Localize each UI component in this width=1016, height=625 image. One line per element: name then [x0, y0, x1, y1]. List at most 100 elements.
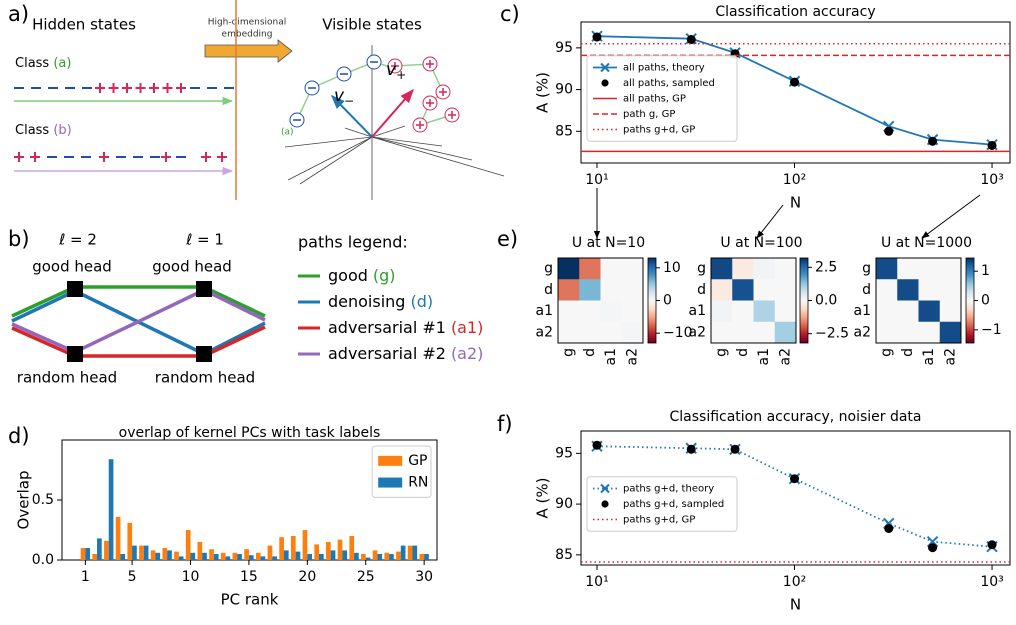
x-tick-label: 10³: [980, 172, 1003, 188]
heatmap-cell: [774, 258, 797, 280]
col-label: a2: [777, 348, 793, 366]
bar: [178, 556, 184, 560]
colorbar-tick-label: −1: [981, 322, 1002, 338]
colorbar-tick-label: 0.0: [815, 293, 837, 309]
bar: [132, 545, 137, 560]
x-tick-label: 10¹: [585, 574, 608, 590]
heatmap-cell: [579, 300, 601, 323]
bar: [337, 539, 343, 560]
arrow-label: embedding: [222, 30, 273, 40]
heatmap-cell: [897, 300, 919, 323]
x-axis-label: N: [790, 596, 801, 614]
diagram-a: a) Hidden states Visible states High-dim…: [8, 0, 505, 200]
heatmap-cell: [621, 321, 644, 344]
heatmap-cell: [753, 258, 776, 280]
plus: [426, 99, 434, 107]
bar: [225, 556, 231, 560]
x-tick-label: 10²: [783, 172, 806, 188]
col-label: g: [714, 348, 730, 357]
chart-title: U at N=100: [720, 235, 802, 251]
heatmap-cell: [753, 300, 776, 323]
marker: [987, 540, 997, 550]
x-tick-label: 10²: [783, 574, 806, 590]
plus: [448, 111, 456, 119]
legend-entry: denoising (d): [328, 292, 433, 311]
marker: [790, 77, 800, 87]
plus: [439, 88, 447, 96]
charts: 10¹ 10² 10³ 85 90 95 Classification accuracy N A…: [8, 2, 1011, 614]
legend-label: paths g+d, theory: [623, 484, 714, 495]
bar: [97, 538, 102, 560]
path-line: [11, 285, 266, 318]
y-tick-label: 85: [555, 123, 573, 139]
panel-label: d): [8, 424, 30, 448]
heatmap-cell: [918, 321, 941, 344]
marker: [686, 444, 696, 454]
heatmap-cell: [621, 279, 644, 301]
row-label: d: [697, 282, 706, 298]
chart-title: U at N=1000: [881, 235, 972, 251]
row-label: a1: [689, 303, 707, 319]
row-label: a1: [854, 303, 872, 319]
legend-label: paths g+d, GP: [623, 515, 695, 526]
colorbar-tick-label: 1: [981, 263, 990, 279]
plus: [201, 152, 211, 162]
plus: [135, 83, 146, 93]
colorbar-tick-label: −2.5: [815, 326, 849, 342]
bar: [197, 542, 203, 560]
basis-vector: [284, 136, 373, 148]
bar: [365, 557, 371, 560]
bar: [115, 516, 121, 560]
colorbar: [647, 257, 657, 344]
subscript: +: [396, 68, 406, 82]
legend-label: RN: [408, 475, 428, 491]
class-tag: (a): [53, 56, 71, 71]
bar: [260, 556, 266, 560]
basis-vector: [299, 136, 373, 185]
heatmap-cell: [939, 279, 962, 301]
heading: Hidden states: [32, 16, 136, 34]
plot-frame: [580, 430, 1011, 566]
symbol: v: [334, 86, 345, 106]
heatmap-cell: [558, 258, 580, 280]
heatmap-cell: [897, 279, 919, 301]
legend-label: GP: [408, 453, 427, 469]
node: [196, 346, 212, 362]
bar: [162, 548, 168, 560]
row-label: a2: [854, 324, 872, 340]
bar: [424, 554, 429, 560]
heatmap-cell: [897, 258, 919, 280]
col-label: a2: [624, 348, 640, 366]
bar: [85, 548, 91, 560]
y-tick-label: 95: [555, 40, 573, 56]
legend-label: all paths, GP: [623, 94, 686, 105]
bar: [396, 551, 401, 560]
heatmap-cell: [939, 300, 962, 323]
heatmap-cell: [558, 300, 580, 323]
heatmap-cell: [711, 279, 733, 301]
path-line: [11, 325, 266, 358]
heatmap-frame: [710, 257, 797, 344]
heatmap-cell: [774, 321, 797, 344]
bar: [400, 545, 406, 560]
node-label: good head: [152, 258, 232, 276]
legend-entry: adversarial #1 (a1): [328, 318, 483, 337]
class-tag: (b): [53, 123, 71, 138]
bar: [108, 459, 114, 560]
plus: [217, 152, 227, 162]
bar: [272, 556, 277, 560]
row-label: d: [862, 282, 871, 298]
layer-label: ℓ = 2: [58, 231, 97, 249]
bar: [319, 554, 324, 560]
col-label: a1: [921, 348, 937, 366]
heatmap-cell: [600, 258, 623, 280]
legend-title: paths legend:: [298, 233, 408, 252]
x-tick-label: 10¹: [585, 172, 608, 188]
heatmap-cell: [753, 321, 776, 344]
bar: [213, 554, 219, 560]
row-label: g: [697, 261, 706, 277]
col-label: d: [900, 348, 916, 357]
legend-entry: adversarial #2 (a2): [328, 344, 483, 363]
row-label: a2: [689, 324, 707, 340]
